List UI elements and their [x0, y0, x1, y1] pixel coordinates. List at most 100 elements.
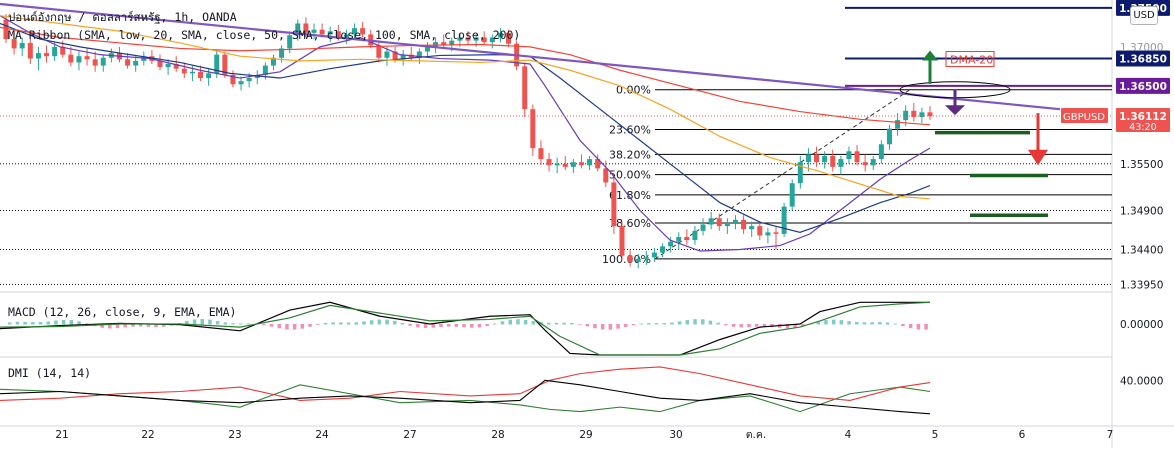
candle-body	[311, 29, 317, 33]
candle-body	[125, 59, 131, 66]
candle-body	[732, 219, 738, 223]
macd-histogram-bar	[662, 323, 666, 325]
candle-body	[319, 29, 325, 35]
fib-level-label: 61.80%	[609, 189, 651, 202]
candle-body	[19, 42, 25, 49]
candle-body	[424, 46, 430, 52]
macd-histogram-bar	[739, 324, 743, 328]
macd-histogram-bar	[893, 323, 897, 325]
macd-histogram-bar	[839, 320, 844, 325]
candle-body	[595, 159, 601, 169]
macd-histogram-bar	[516, 319, 520, 325]
macd-histogram-bar	[138, 324, 143, 327]
candle-body	[684, 237, 690, 241]
macd-histogram-bar	[154, 324, 158, 328]
macd-histogram-bar	[393, 320, 397, 325]
candle-body	[870, 159, 876, 166]
time-axis-label: 29	[579, 429, 592, 441]
moving-average-line	[0, 15, 931, 200]
macd-histogram-bar	[754, 324, 759, 327]
macd-histogram-bar	[308, 324, 312, 327]
candle-body	[497, 32, 503, 38]
macd-histogram-bar	[31, 322, 35, 325]
macd-histogram-bar	[215, 321, 220, 325]
candle-body	[343, 34, 349, 38]
current-price-value: 1.36112	[1119, 111, 1167, 123]
macd-histogram-bar	[477, 324, 482, 328]
fib-level-label: 0.00%	[616, 84, 651, 97]
price-axis-tick-label: 1.37000	[1120, 42, 1163, 54]
macd-histogram-bar	[454, 324, 459, 327]
candle-body	[133, 60, 139, 66]
price-level-badge-label: 1.36850	[1119, 54, 1167, 66]
macd-histogram-bar	[316, 324, 320, 325]
candle-body	[757, 226, 763, 236]
macd-histogram-bar	[331, 322, 335, 325]
macd-histogram-bar	[400, 323, 405, 325]
macd-histogram-bar	[593, 324, 597, 329]
moving-average-line	[0, 15, 931, 252]
down-arrow-icon	[945, 105, 965, 116]
down-arrow-icon	[1028, 149, 1048, 166]
macd-histogram-bar	[131, 324, 135, 327]
price-axis-tick-label: 1.33950	[1120, 280, 1163, 292]
dmi-axis-label: 40.0000	[1120, 375, 1163, 387]
macd-histogram-bar	[916, 324, 921, 330]
candle-body	[352, 28, 358, 35]
macd-histogram-bar	[100, 324, 104, 328]
macd-histogram-bar	[647, 323, 651, 325]
price-level-badge	[1116, 50, 1170, 67]
candle-body	[489, 37, 495, 43]
candle-body	[627, 255, 633, 262]
macd-histogram-bar	[670, 322, 674, 325]
candle-body	[789, 183, 795, 207]
candle-body	[911, 110, 917, 117]
candle-body	[189, 71, 195, 74]
time-axis-label: 22	[141, 429, 154, 441]
macd-axis-label: 0.00000	[1120, 319, 1163, 331]
macd-histogram-bar	[377, 319, 382, 325]
macd-histogram-bar	[862, 322, 867, 325]
candle-body	[570, 162, 576, 167]
candle-body	[465, 37, 471, 41]
macd-histogram-bar	[785, 324, 790, 329]
candle-body	[279, 48, 285, 58]
candle-body	[635, 258, 641, 262]
candle-body	[724, 222, 730, 227]
macd-histogram-bar	[108, 324, 112, 329]
macd-histogram-bar	[885, 322, 890, 325]
candle-body	[303, 23, 309, 33]
candle-body	[287, 35, 293, 49]
macd-histogram-bar	[46, 321, 50, 325]
dmi-line	[0, 379, 931, 415]
macd-histogram-bar	[531, 321, 536, 325]
dmi-line	[0, 384, 931, 413]
candle-body	[181, 68, 187, 74]
candle-body	[692, 230, 698, 241]
macd-histogram-bar	[354, 322, 358, 325]
time-axis-label: 27	[403, 429, 416, 441]
macd-histogram-bar	[223, 322, 228, 325]
candle-body	[651, 252, 657, 258]
macd-histogram-bar	[162, 324, 166, 327]
descending-trendline	[0, 2, 1061, 111]
macd-histogram-bar	[246, 323, 251, 325]
candle-body	[11, 39, 17, 49]
macd-histogram-bar	[901, 324, 905, 327]
candle-body	[84, 56, 90, 60]
macd-histogram-bar	[547, 322, 551, 325]
macd-histogram-bar	[716, 322, 720, 325]
macd-histogram-bar	[570, 323, 574, 325]
price-level-badge	[1116, 77, 1170, 94]
currency-button[interactable]: USD	[1130, 6, 1158, 25]
candle-body	[538, 148, 544, 160]
price-axis-tick-label: 1.35500	[1120, 159, 1163, 171]
macd-histogram-bar	[747, 324, 751, 328]
macd-histogram-bar	[762, 324, 767, 327]
macd-histogram-bar	[446, 324, 451, 327]
symbol-badge	[1061, 108, 1108, 124]
macd-histogram-bar	[54, 320, 58, 325]
macd-histogram-bar	[408, 324, 412, 326]
